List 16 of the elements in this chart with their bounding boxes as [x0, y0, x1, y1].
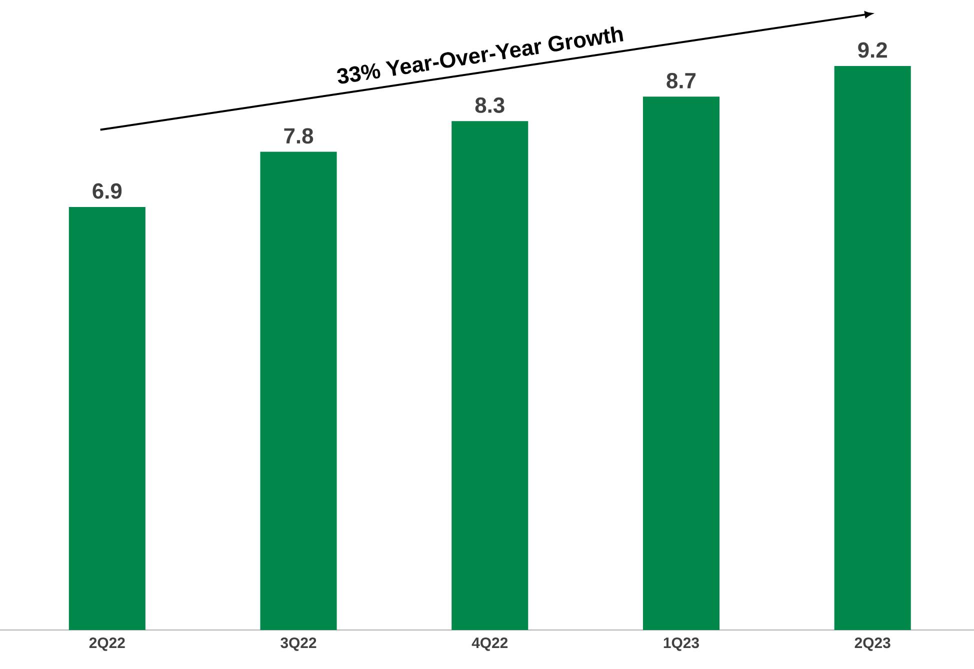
x-tick-label: 1Q23	[664, 638, 699, 651]
bar	[452, 121, 528, 630]
bar	[834, 66, 911, 630]
data-label: 6.9	[92, 183, 122, 199]
data-label: 8.3	[475, 97, 504, 113]
bar	[260, 152, 337, 630]
bar	[68, 206, 146, 630]
x-tick-label: 2Q23	[854, 638, 890, 651]
x-tick-label: 2Q22	[89, 638, 125, 651]
data-label: 7.8	[284, 128, 314, 144]
data-label: 9.2	[858, 42, 887, 58]
x-tick-label: 4Q22	[472, 638, 508, 651]
bar	[642, 96, 720, 630]
annotation: 33% Year-Over-Year Growth	[337, 26, 624, 84]
x-tick-label: 3Q22	[280, 638, 316, 651]
data-label: 8.7	[666, 72, 696, 88]
